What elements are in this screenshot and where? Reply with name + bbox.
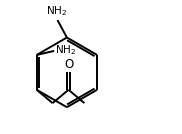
Text: NH$_2$: NH$_2$ [55, 43, 76, 57]
Text: O: O [64, 58, 73, 71]
Text: NH$_2$: NH$_2$ [46, 5, 67, 18]
